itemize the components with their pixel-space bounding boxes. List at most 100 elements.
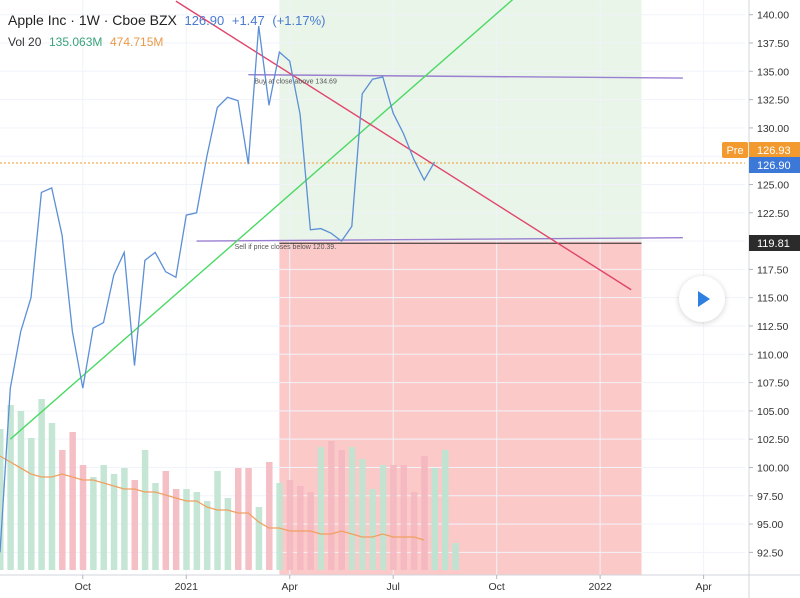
price-tick-label: 102.50 (757, 434, 789, 446)
volume-bar (0, 429, 4, 570)
annotations: Buy at close above 134.69 Sell if price … (235, 79, 337, 251)
price-tick-label: 95.00 (757, 519, 783, 531)
last-tag-bg (749, 157, 800, 173)
volume-bar (69, 432, 76, 570)
price-tick-label: 125.00 (757, 179, 789, 191)
price-line (0, 25, 436, 553)
volume-bar (100, 465, 107, 570)
uptrend-line (9, 0, 514, 440)
time-axis[interactable]: Oct 2021 Apr Jul Oct 2022 Apr (0, 574, 800, 593)
volume-bar (317, 447, 325, 570)
price-tick-label: 92.50 (757, 547, 783, 559)
volume-bar (110, 474, 118, 570)
time-tick-label: Jul (386, 581, 399, 593)
volume-bar (410, 492, 418, 570)
time-tick-label: Apr (282, 581, 299, 593)
time-tick-label: Oct (75, 581, 91, 593)
price-series (0, 25, 436, 553)
last-tag-value: 126.90 (757, 160, 791, 172)
volume-bar (452, 543, 459, 570)
volume-bar (172, 489, 180, 570)
volume-bar (234, 468, 242, 570)
volume-bar (431, 468, 439, 570)
volume-bar (90, 477, 97, 570)
volume-bar (266, 462, 273, 570)
pre-tag-value: 126.93 (757, 145, 791, 157)
volume-bar (214, 471, 221, 570)
price-axis[interactable]: 92.50 95.00 97.50 100.00 102.50 105.00 107.50 1… (748, 0, 789, 598)
volume-bar (28, 438, 35, 570)
volume-bar (379, 465, 387, 570)
volume-bar (297, 486, 304, 570)
price-tick-label: 122.50 (757, 208, 789, 220)
stop-tag-bg (749, 235, 800, 251)
volume-bar (348, 447, 356, 570)
volume-bar (224, 498, 232, 570)
time-tick-label: Oct (488, 581, 504, 593)
profit-zone (279, 0, 642, 242)
volume-bar (79, 465, 87, 570)
volume-ma-line (0, 455, 425, 541)
pre-tag-bg (722, 142, 748, 158)
volume-value: 135.063M (49, 35, 103, 49)
volume-label: Vol 20 (8, 35, 42, 49)
time-tick-label: Apr (695, 581, 712, 593)
price-tags: Pre 126.93 126.90 119.81 (722, 142, 800, 251)
volume-bar (400, 465, 408, 570)
volume-row: Vol 20 135.063M 474.715M (8, 31, 330, 53)
volume-bar (162, 471, 170, 570)
symbol-row: Apple Inc · 1W · Cboe BZX 126.90 +1.47 (… (8, 9, 330, 31)
buy-level-line (248, 74, 683, 79)
price-tick-label: 117.50 (757, 264, 788, 276)
volume-bar (141, 450, 149, 570)
volume-bar (286, 480, 294, 570)
pre-tag-value-bg (749, 142, 800, 158)
buy-annotation: Buy at close above 134.69 (254, 79, 337, 86)
price-tick-label: 140.00 (757, 10, 789, 22)
volume-bar (328, 441, 335, 570)
symbol-title: Apple Inc · 1W · Cboe BZX (8, 12, 177, 28)
volume-average: 474.715M (110, 35, 164, 49)
volume-bar (59, 450, 66, 570)
price-tick-label: 112.50 (757, 321, 788, 333)
sell-annotation: Sell if price closes below 120.39. (235, 244, 337, 251)
time-tick-label: 2022 (588, 581, 612, 593)
volume-pane (0, 399, 459, 570)
price-tick-label: 130.00 (757, 123, 789, 135)
volume-bar (255, 507, 263, 570)
price-tick-label: 105.00 (757, 406, 789, 418)
price-tick-label: 135.00 (757, 66, 789, 78)
price-change: +1.47 (231, 13, 265, 28)
price-change-pct: (+1.17%) (272, 13, 326, 28)
volume-bar (359, 459, 366, 570)
volume-bar (390, 465, 397, 570)
volume-bar (121, 468, 128, 570)
volume-bar (152, 483, 159, 570)
volume-bar (48, 423, 56, 570)
play-replay-button[interactable] (679, 276, 725, 322)
pre-tag-label: Pre (726, 145, 743, 157)
volume-bar (369, 489, 376, 570)
volume-bar (203, 501, 211, 570)
drawings (0, 0, 745, 440)
price-tick-label: 97.50 (757, 491, 783, 503)
volume-bar (131, 480, 139, 570)
volume-bar (17, 411, 25, 570)
price-tick-label: 100.00 (757, 462, 789, 474)
price-tick-label: 115.00 (757, 293, 788, 305)
volume-bar (441, 450, 449, 570)
time-tick-label: 2021 (175, 581, 199, 593)
volume-bar (338, 450, 345, 570)
last-price: 126.90 (184, 13, 225, 28)
volume-bar (245, 468, 252, 570)
volume-bar (183, 489, 190, 570)
price-tick-label: 137.50 (757, 38, 789, 50)
volume-bar (276, 483, 283, 570)
volume-bar (193, 492, 201, 570)
price-tick-label: 107.50 (757, 378, 789, 390)
volume-bar (421, 456, 428, 570)
price-tick-label: 132.50 (757, 95, 789, 107)
price-tick-label: 110.00 (757, 349, 788, 361)
volume-bar (7, 405, 14, 570)
